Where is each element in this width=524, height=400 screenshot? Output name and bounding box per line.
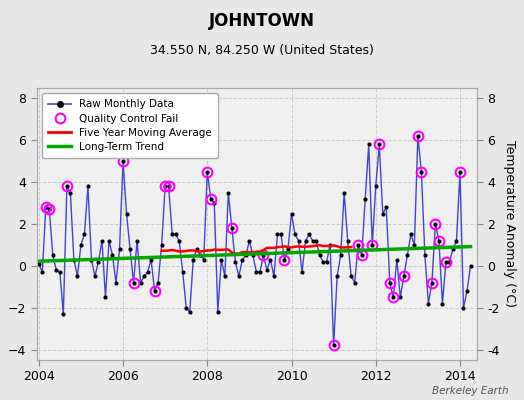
Text: 34.550 N, 84.250 W (United States): 34.550 N, 84.250 W (United States) (150, 44, 374, 57)
Text: Berkeley Earth: Berkeley Earth (432, 386, 508, 396)
Text: JOHNTOWN: JOHNTOWN (209, 12, 315, 30)
Legend: Raw Monthly Data, Quality Control Fail, Five Year Moving Average, Long-Term Tren: Raw Monthly Data, Quality Control Fail, … (42, 93, 219, 158)
Y-axis label: Temperature Anomaly (°C): Temperature Anomaly (°C) (503, 140, 516, 308)
